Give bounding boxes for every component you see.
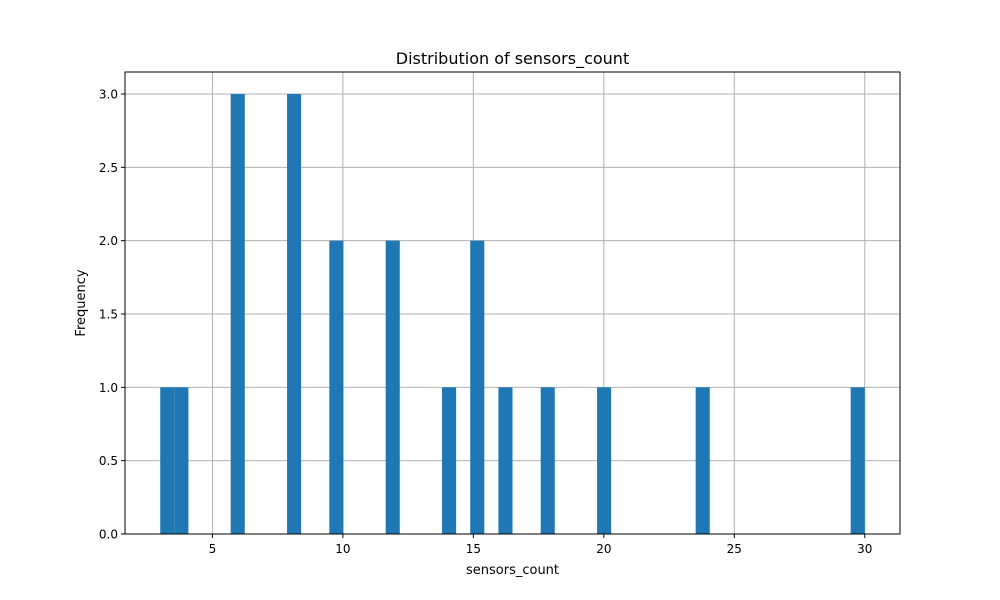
histogram-bar <box>329 240 344 534</box>
histogram-bar <box>385 240 400 534</box>
axis-ticks: 5 10 15 20 25 30 0.0 0.5 1.0 1.5 2.0 2.5 3.0 <box>99 88 873 557</box>
histogram-bar <box>470 240 485 534</box>
y-tick-label: 0.5 <box>99 454 118 468</box>
y-axis-label: Frequency <box>74 269 89 336</box>
y-tick-label: 1.0 <box>99 381 118 395</box>
y-tick-label: 3.0 <box>99 88 118 102</box>
histogram-bar <box>498 387 513 534</box>
y-tick-label: 0.0 <box>99 528 118 542</box>
plot-frame <box>124 71 901 535</box>
y-tick-label: 2.5 <box>99 161 118 175</box>
x-tick-label: 15 <box>466 542 481 556</box>
histogram-bar <box>540 387 555 534</box>
histogram-bar <box>230 94 245 534</box>
histogram-bar <box>850 387 865 534</box>
histogram-bar <box>160 387 175 534</box>
x-tick-label: 25 <box>727 542 742 556</box>
histogram-bar <box>442 387 457 534</box>
histogram-bar <box>597 387 612 534</box>
y-tick-label: 2.0 <box>99 234 118 248</box>
x-tick-label: 5 <box>209 542 217 556</box>
x-tick-label: 20 <box>596 542 611 556</box>
histogram-bar <box>174 387 189 534</box>
x-tick-label: 10 <box>335 542 350 556</box>
histogram-bar <box>695 387 710 534</box>
histogram-bars <box>160 94 865 534</box>
x-axis-label: sensors_count <box>466 563 559 578</box>
chart-title: Distribution of sensors_count <box>396 49 629 69</box>
x-tick-label: 30 <box>857 542 872 556</box>
histogram-bar <box>287 94 302 534</box>
y-tick-label: 1.5 <box>99 308 118 322</box>
